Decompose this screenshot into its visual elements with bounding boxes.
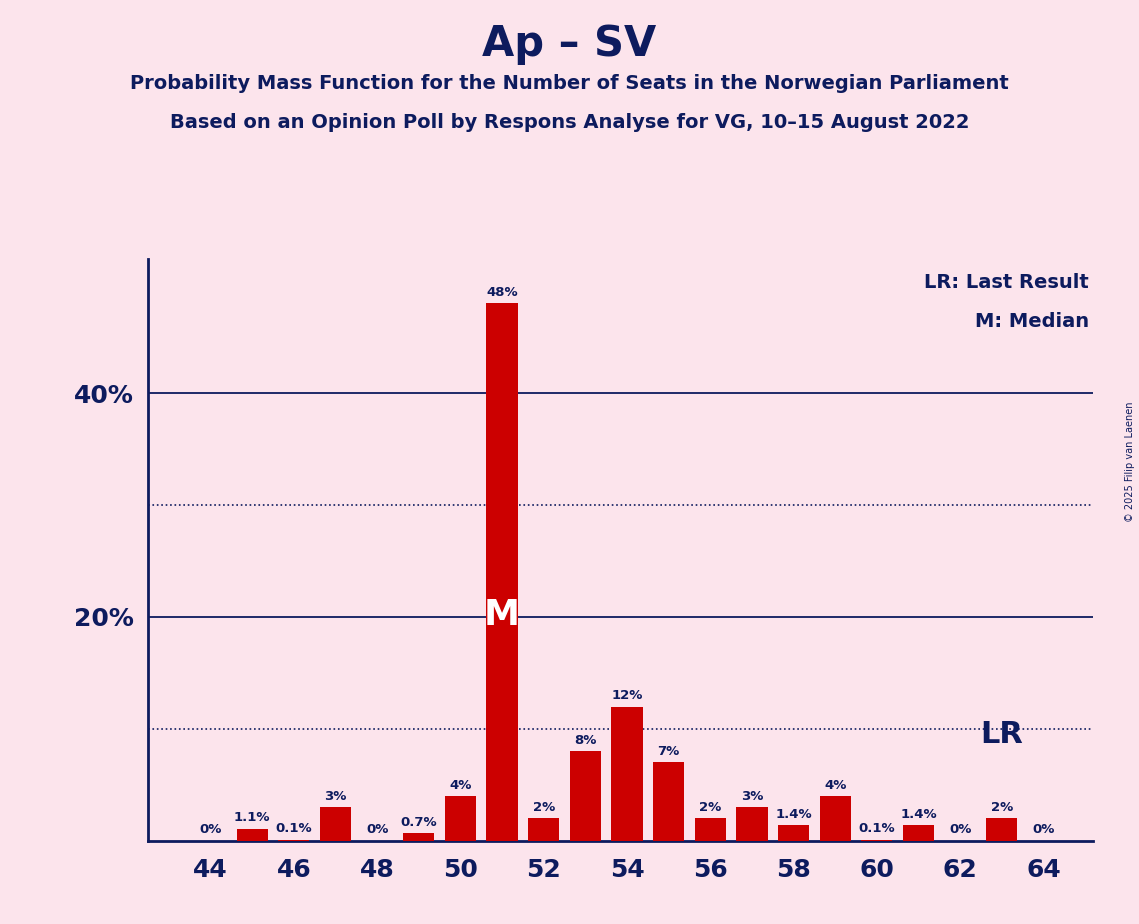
Text: 1.4%: 1.4% <box>900 808 937 821</box>
Bar <box>736 808 768 841</box>
Text: 3%: 3% <box>325 790 346 803</box>
Text: 2%: 2% <box>533 801 555 814</box>
Text: LR: Last Result: LR: Last Result <box>924 274 1089 292</box>
Bar <box>403 833 434 841</box>
Text: 8%: 8% <box>574 734 597 747</box>
Text: 0%: 0% <box>199 823 222 836</box>
Text: 0.7%: 0.7% <box>401 816 437 829</box>
Text: M: Median: M: Median <box>975 312 1089 332</box>
Bar <box>986 819 1017 841</box>
Text: 1.4%: 1.4% <box>776 808 812 821</box>
Text: 1.1%: 1.1% <box>233 811 270 824</box>
Bar <box>237 829 268 841</box>
Text: Probability Mass Function for the Number of Seats in the Norwegian Parliament: Probability Mass Function for the Number… <box>130 74 1009 93</box>
Bar <box>570 751 601 841</box>
Text: 2%: 2% <box>699 801 721 814</box>
Text: 4%: 4% <box>823 779 846 792</box>
Text: 0%: 0% <box>1032 823 1055 836</box>
Text: 4%: 4% <box>449 779 472 792</box>
Text: 2%: 2% <box>991 801 1013 814</box>
Text: 0%: 0% <box>366 823 388 836</box>
Text: 7%: 7% <box>657 745 680 758</box>
Bar <box>903 825 934 841</box>
Text: LR: LR <box>981 720 1023 749</box>
Text: 0.1%: 0.1% <box>859 822 895 835</box>
Text: 3%: 3% <box>740 790 763 803</box>
Text: M: M <box>484 598 521 632</box>
Bar <box>486 303 518 841</box>
Bar <box>695 819 726 841</box>
Text: 0.1%: 0.1% <box>276 822 312 835</box>
Bar <box>320 808 351 841</box>
Text: © 2025 Filip van Laenen: © 2025 Filip van Laenen <box>1125 402 1134 522</box>
Bar <box>278 840 310 841</box>
Bar <box>528 819 559 841</box>
Bar <box>820 796 851 841</box>
Bar <box>445 796 476 841</box>
Text: Ap – SV: Ap – SV <box>483 23 656 65</box>
Bar <box>612 707 642 841</box>
Bar <box>778 825 809 841</box>
Text: 12%: 12% <box>612 689 642 702</box>
Bar <box>861 840 893 841</box>
Text: 48%: 48% <box>486 286 518 299</box>
Text: 0%: 0% <box>949 823 972 836</box>
Text: Based on an Opinion Poll by Respons Analyse for VG, 10–15 August 2022: Based on an Opinion Poll by Respons Anal… <box>170 113 969 132</box>
Bar <box>653 762 685 841</box>
